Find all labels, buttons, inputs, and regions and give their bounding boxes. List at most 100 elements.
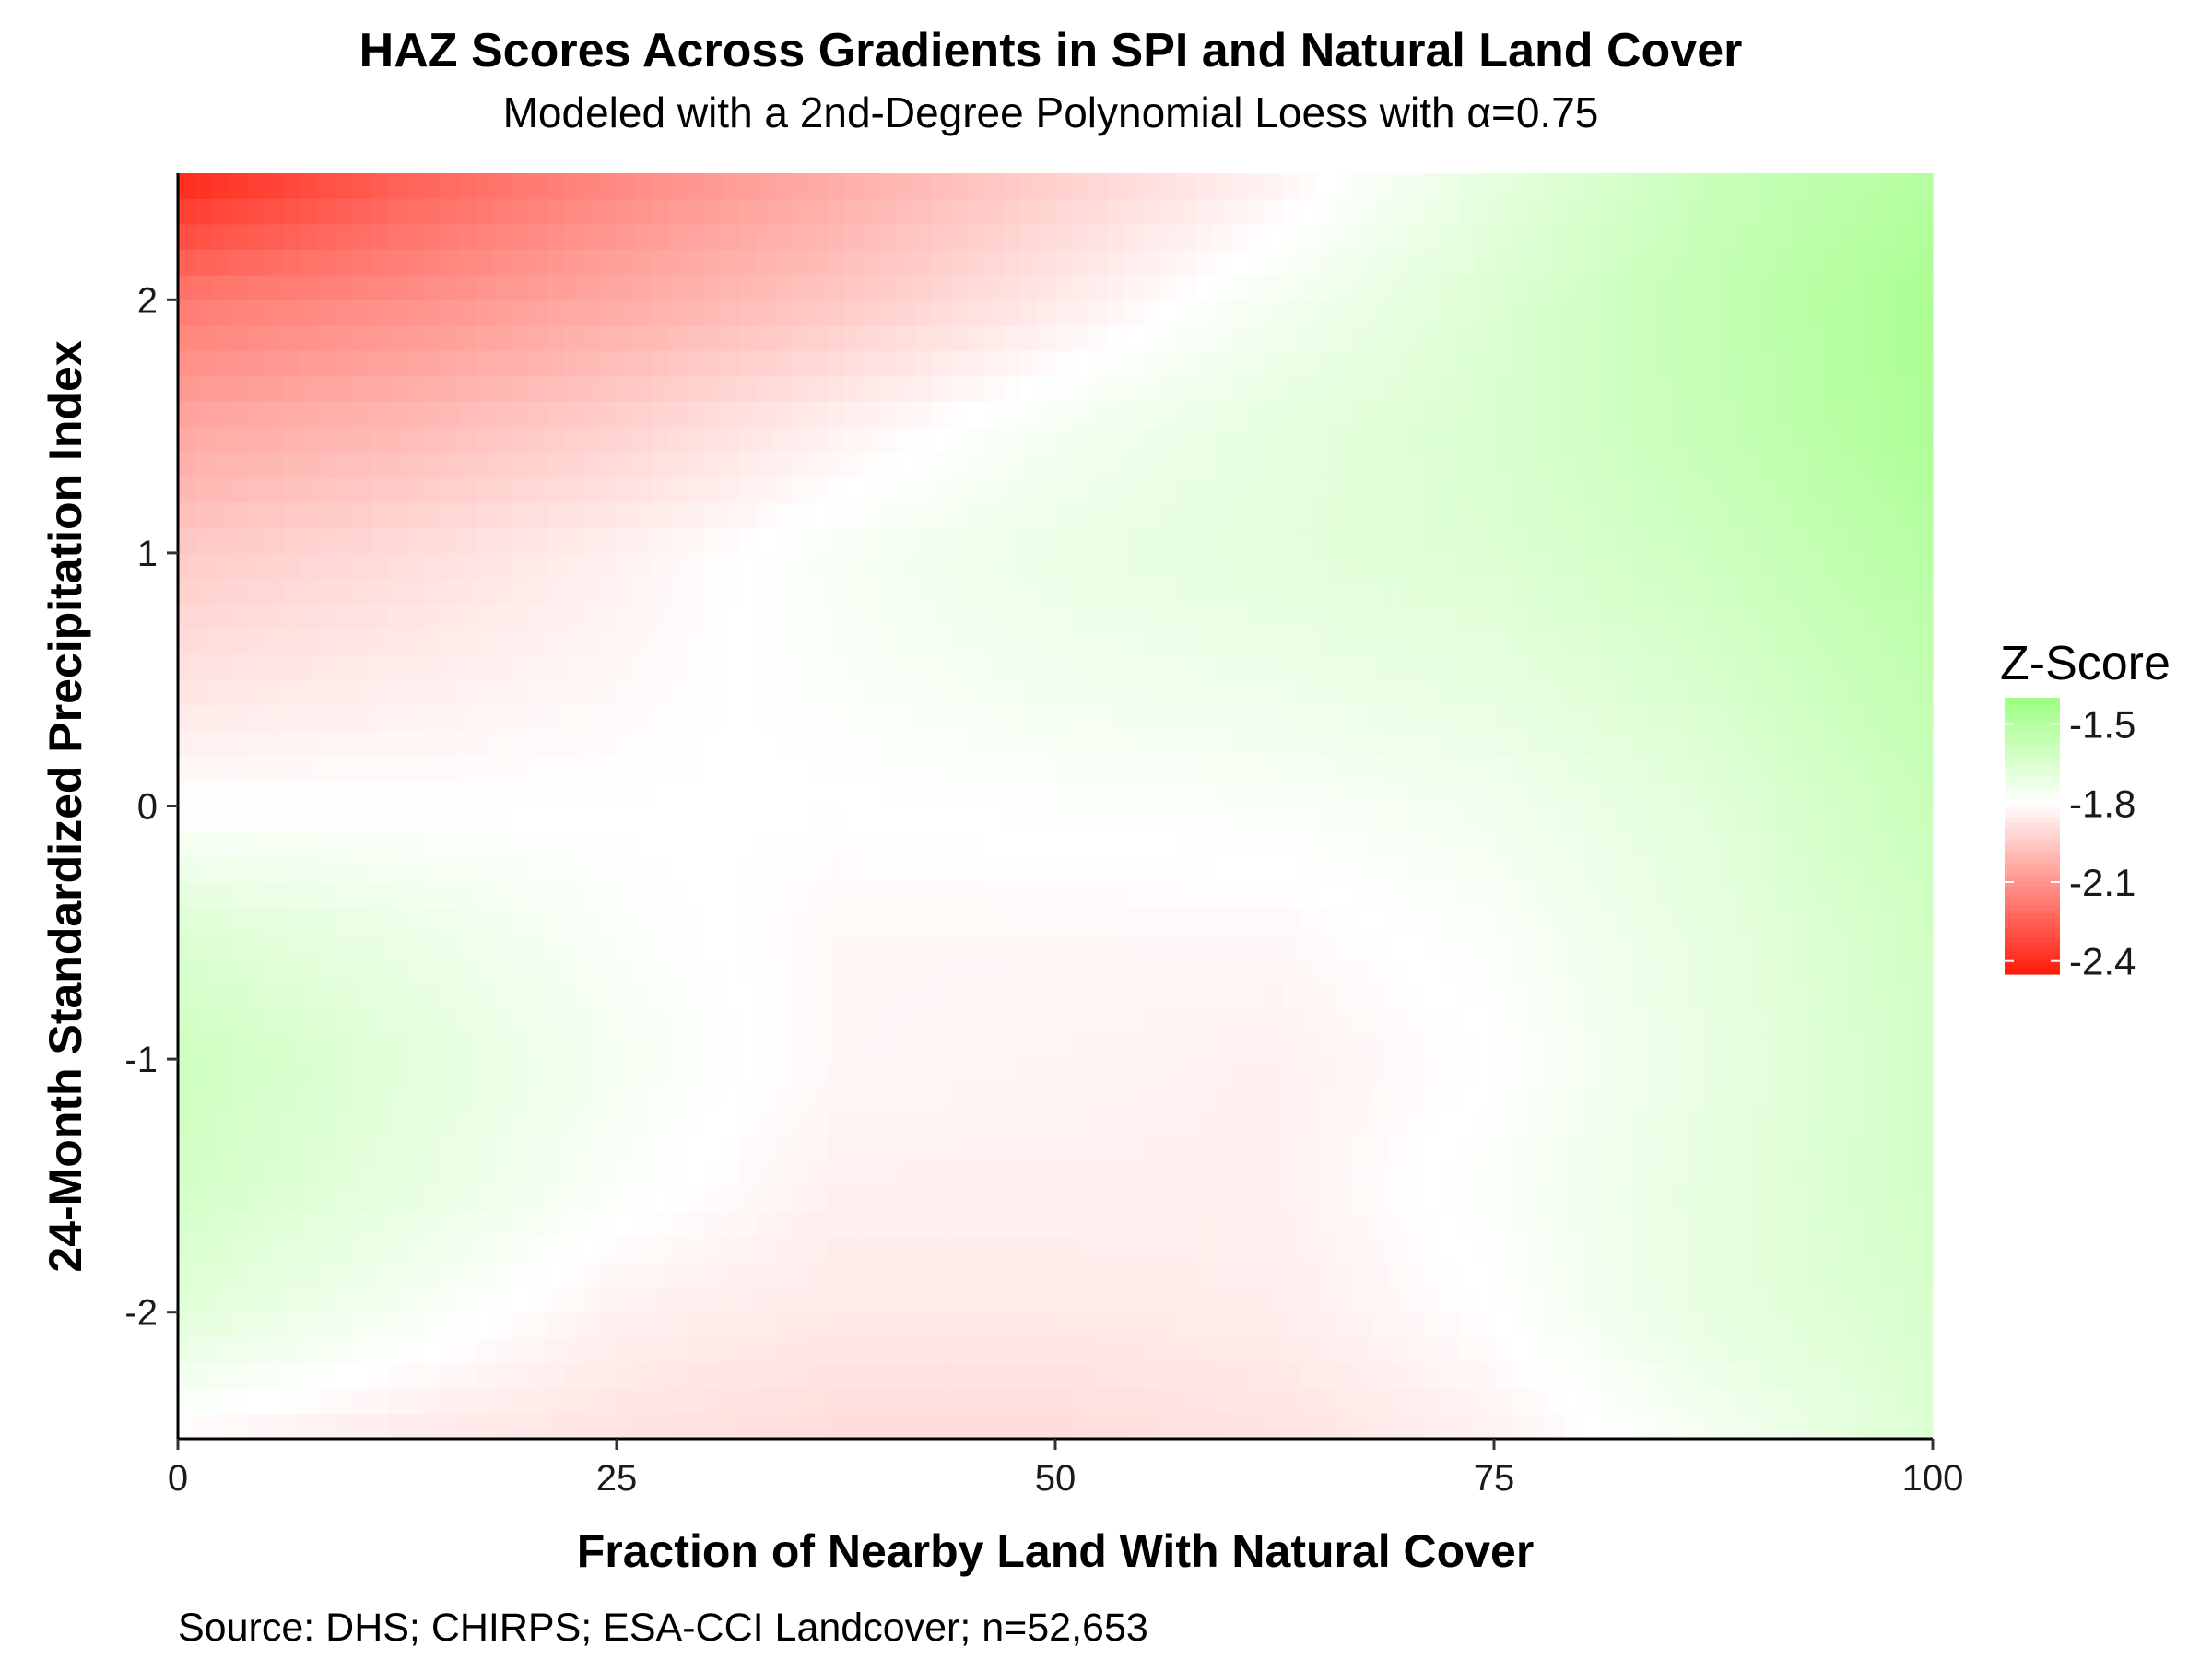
heatmap-cell	[1230, 1236, 1250, 1263]
heatmap-cell	[230, 1413, 249, 1440]
heatmap-cell	[1230, 755, 1250, 782]
heatmap-cell	[353, 501, 372, 529]
heatmap-cell	[1019, 477, 1039, 503]
heatmap-cell	[563, 1185, 582, 1212]
heatmap-cell	[1529, 1135, 1547, 1161]
heatmap-cell	[406, 1084, 425, 1111]
heatmap-cell	[1879, 375, 1899, 402]
heatmap-cell	[1757, 1337, 1776, 1364]
heatmap-cell	[1160, 907, 1179, 934]
heatmap-cell	[1406, 1059, 1425, 1086]
heatmap-cell	[1582, 1033, 1600, 1060]
heatmap-cell	[371, 1388, 390, 1415]
heatmap-cell	[300, 1413, 319, 1440]
heatmap-cell	[634, 173, 653, 200]
heatmap-cell	[1125, 173, 1144, 200]
heatmap-cell	[1809, 578, 1829, 605]
heatmap-cell	[581, 856, 600, 883]
heatmap-cell	[423, 1135, 442, 1161]
heatmap-cell	[739, 1008, 758, 1035]
heatmap-cell	[1019, 730, 1039, 757]
heatmap-cell	[687, 1033, 705, 1060]
heatmap-cell	[423, 527, 442, 554]
heatmap-cell	[1669, 578, 1688, 605]
heatmap-cell	[1283, 704, 1302, 731]
heatmap-cell	[1617, 1362, 1635, 1389]
heatmap-cell	[1722, 578, 1741, 605]
heatmap-cell	[423, 1337, 442, 1364]
heatmap-cell	[1318, 806, 1337, 832]
heatmap-cell	[423, 578, 442, 605]
heatmap-cell	[792, 1261, 811, 1288]
heatmap-cell	[1265, 173, 1285, 200]
heatmap-cell	[967, 806, 986, 832]
heatmap-cell	[423, 1236, 442, 1263]
heatmap-cell	[1406, 1312, 1425, 1338]
heatmap-cell	[809, 274, 829, 300]
heatmap-cell	[1862, 958, 1881, 984]
heatmap-cell	[1248, 501, 1267, 529]
heatmap-cell	[458, 755, 477, 782]
heatmap-cell	[1617, 907, 1635, 934]
heatmap-cell	[1634, 730, 1653, 757]
heatmap-cell	[669, 1033, 688, 1060]
heatmap-cell	[1125, 881, 1144, 908]
heatmap-cell	[476, 300, 495, 326]
heatmap-cell	[1143, 552, 1161, 579]
heatmap-cell	[1406, 552, 1425, 579]
heatmap-cell	[1406, 704, 1425, 731]
heatmap-cell	[353, 1236, 372, 1263]
heatmap-cell	[757, 300, 775, 326]
heatmap-cell	[1108, 603, 1126, 629]
heatmap-cell	[757, 198, 775, 225]
heatmap-cell	[1844, 401, 1864, 428]
heatmap-cell	[1757, 1388, 1776, 1415]
heatmap-cell	[1547, 1135, 1565, 1161]
heatmap-cell	[739, 1135, 758, 1161]
heatmap-cell	[388, 679, 407, 706]
heatmap-cell	[827, 1236, 846, 1263]
heatmap-cell	[669, 603, 688, 629]
heatmap-cell	[1423, 249, 1442, 276]
heatmap-cell	[458, 324, 477, 351]
heatmap-cell	[897, 350, 916, 377]
heatmap-cell	[1512, 477, 1530, 503]
heatmap-cell	[1494, 1008, 1512, 1035]
heatmap-cell	[652, 806, 670, 832]
heatmap-cell	[1002, 1236, 1021, 1263]
heatmap-cell	[757, 629, 775, 655]
heatmap-cell	[1809, 830, 1829, 858]
heatmap-cell	[774, 300, 793, 326]
heatmap-cell	[581, 527, 600, 554]
heatmap-cell	[230, 350, 249, 377]
heatmap-cell	[1248, 426, 1267, 453]
heatmap-cell	[1195, 881, 1214, 908]
heatmap-cell	[1722, 249, 1741, 276]
heatmap-cell	[1300, 249, 1320, 276]
heatmap-cell	[1073, 501, 1091, 529]
heatmap-cell	[1335, 1337, 1355, 1364]
heatmap-cell	[581, 1008, 600, 1035]
heatmap-cell	[581, 274, 600, 300]
heatmap-cell	[932, 426, 951, 453]
heatmap-cell	[984, 223, 1004, 250]
heatmap-cell	[1494, 1159, 1512, 1186]
heatmap-cell	[844, 477, 864, 503]
heatmap-cell	[757, 1059, 775, 1086]
heatmap-cell	[792, 704, 811, 731]
heatmap-cell	[1248, 603, 1267, 629]
heatmap-cell	[1371, 629, 1390, 655]
heatmap-cell	[669, 350, 688, 377]
heatmap-cell	[300, 223, 319, 250]
heatmap-cell	[1687, 426, 1706, 453]
heatmap-cell	[406, 477, 425, 503]
heatmap-cell	[1774, 527, 1794, 554]
heatmap-cell	[1248, 806, 1267, 832]
heatmap-cell	[827, 223, 846, 250]
heatmap-cell	[1371, 1110, 1390, 1136]
heatmap-cell	[1792, 552, 1811, 579]
heatmap-cell	[617, 932, 635, 959]
heatmap-cell	[1160, 1033, 1179, 1060]
heatmap-cell	[1582, 730, 1600, 757]
heatmap-cell	[493, 300, 512, 326]
